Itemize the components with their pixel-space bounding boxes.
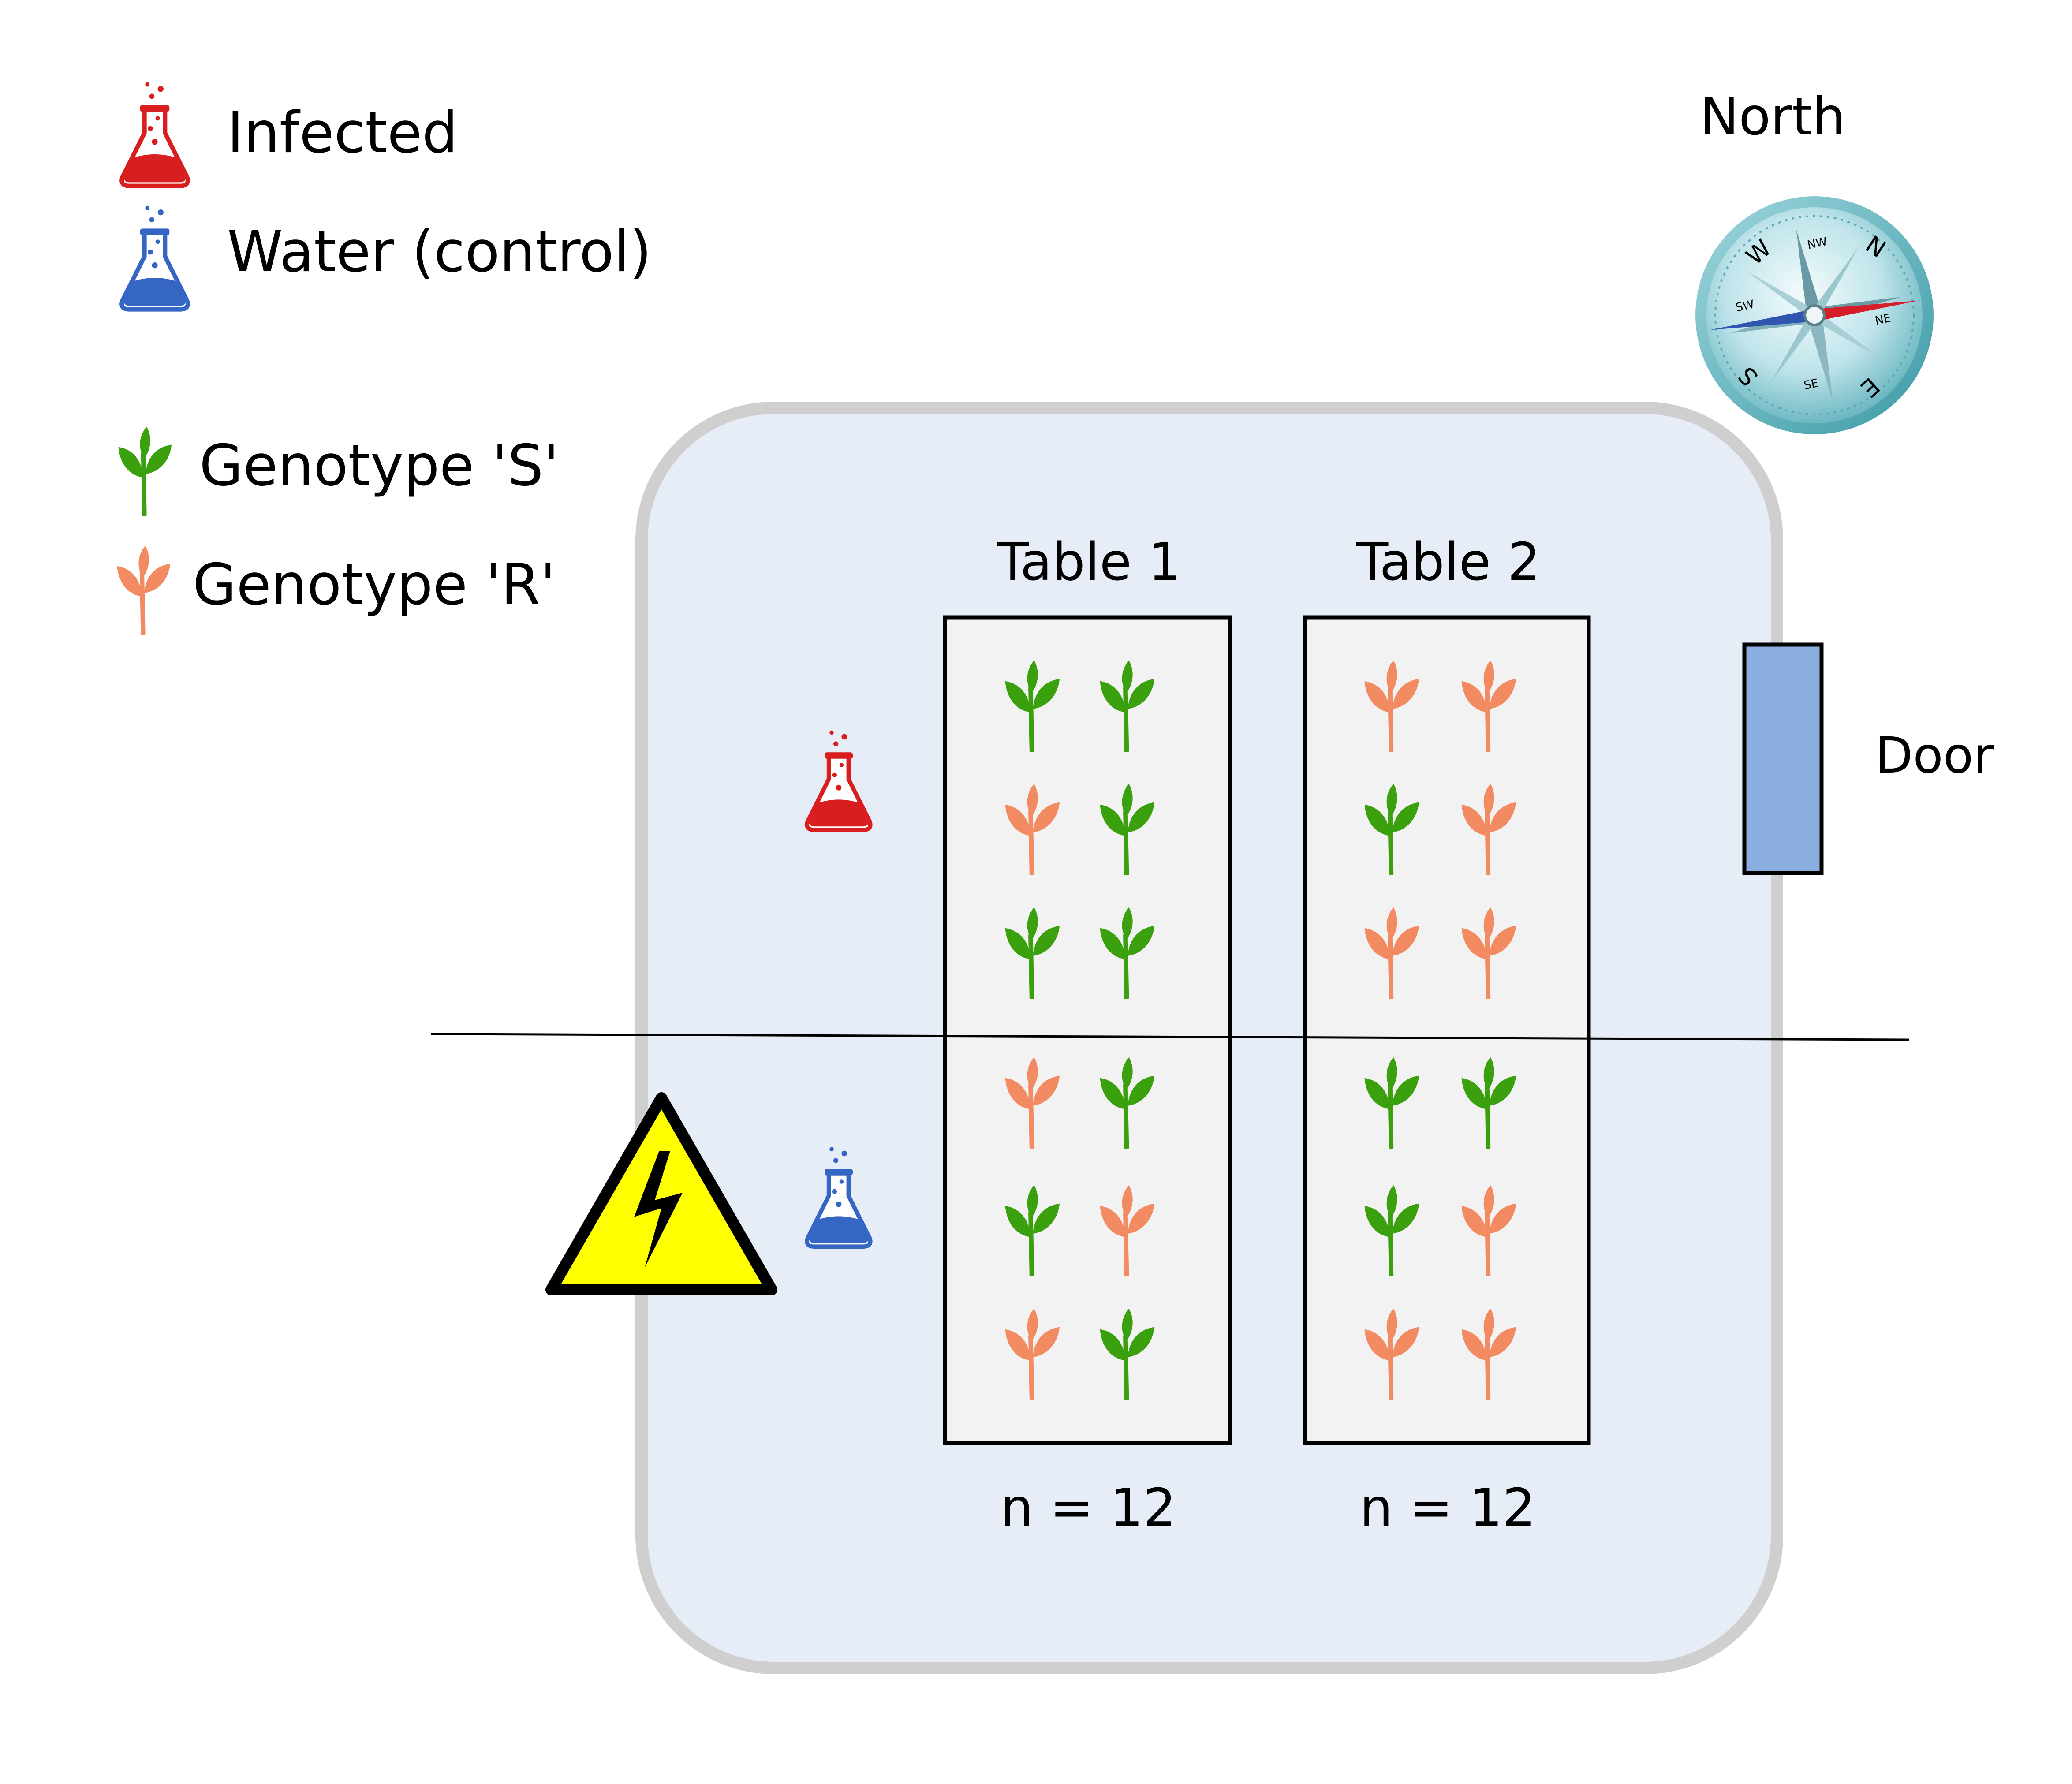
compass-icon: N W S E NW NE SW SE — [1695, 196, 1934, 434]
legend-genotype-r-label: Genotype 'R' — [193, 552, 556, 618]
legend-water-label: Water (control) — [227, 219, 652, 285]
table-1-label: Table 1 — [997, 531, 1181, 592]
legend-infected-label: Infected — [227, 100, 458, 166]
legend-genotype-r-icon — [117, 546, 170, 634]
door — [1742, 642, 1824, 875]
legend-genotype-s-icon — [119, 427, 172, 515]
table-1-count: n = 12 — [1001, 1477, 1176, 1538]
door-label: Door — [1875, 727, 1994, 784]
table-2-area — [1303, 615, 1591, 1445]
electrical-hazard-icon — [545, 1092, 777, 1295]
legend-water-flask-icon — [122, 206, 188, 310]
legend-infected-flask-icon — [122, 82, 188, 186]
treatment-divider-line — [431, 1033, 1910, 1041]
table-2-label: Table 2 — [1356, 531, 1541, 592]
compass-ne: NE — [1874, 311, 1892, 328]
table-2-count: n = 12 — [1360, 1477, 1536, 1538]
legend-genotype-s-label: Genotype 'S' — [199, 433, 559, 499]
compass-se: SE — [1803, 377, 1819, 392]
table-1-area — [943, 615, 1232, 1445]
north-label: North — [1700, 86, 1845, 147]
